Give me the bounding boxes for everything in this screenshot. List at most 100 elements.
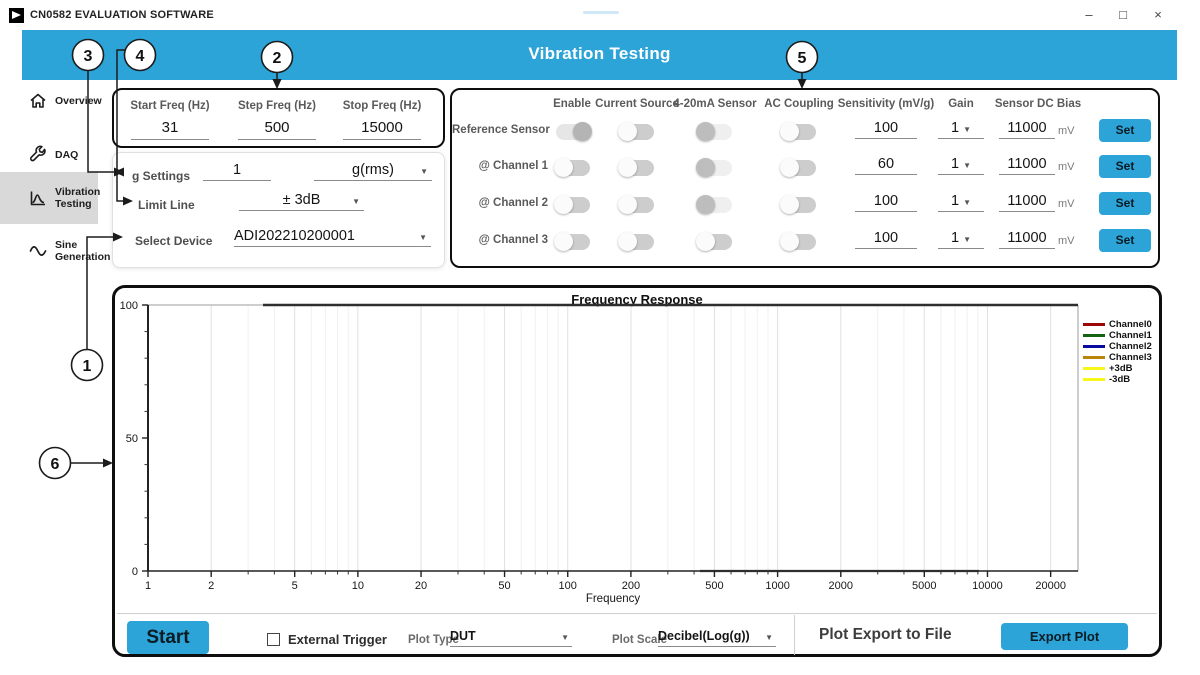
sidebar: Overview DAQ Vibration Testing Sine Gene… [0,80,110,675]
home-icon [28,91,48,111]
mv-unit: mV [1058,161,1075,173]
chart-legend: Channel0 Channel1 Channel2 Channel3 +3dB -3dB [1083,319,1152,385]
sensor-420ma-toggle[interactable] [696,232,732,251]
sensitivity-input[interactable]: 100 [855,193,917,212]
sidebar-item-label: Vibration Testing [55,186,101,210]
enable-toggle[interactable] [554,232,590,251]
gain-dropdown[interactable]: 1 ▼ [938,193,984,212]
gain-dropdown[interactable]: 1 ▼ [938,120,984,139]
limit-line-dropdown[interactable]: ± 3dB ▼ [239,192,364,211]
enable-toggle[interactable] [554,158,590,177]
chart-title: Frequency Response [571,292,703,307]
sensitivity-input[interactable]: 60 [855,156,917,175]
ac-coupling-toggle[interactable] [780,122,816,141]
current-source-toggle[interactable] [618,158,654,177]
enable-toggle[interactable] [554,195,590,214]
svg-text:Frequency: Frequency [586,593,641,605]
sidebar-item-vibration-testing[interactable]: Vibration Testing [0,172,101,224]
mv-unit: mV [1058,198,1075,210]
start-freq-label: Start Freq (Hz) [130,100,210,112]
stop-freq-input[interactable]: 15000 [343,119,421,140]
g-settings-label: g Settings [132,169,191,183]
sensor-420ma-toggle[interactable] [696,158,732,177]
toggle-knob [696,158,715,177]
ac-coupling-toggle[interactable] [780,195,816,214]
start-freq-input[interactable]: 31 [131,119,209,140]
bias-input[interactable]: 11000 [999,156,1055,175]
mv-unit: mV [1058,235,1075,247]
set-button[interactable]: Set [1099,119,1151,142]
frequency-sweep-panel: Start Freq (Hz) 31 Step Freq (Hz) 500 St… [112,88,445,148]
svg-text:500: 500 [705,580,723,592]
set-button[interactable]: Set [1099,229,1151,252]
toggle-knob [780,232,799,251]
minimize-button[interactable]: – [1085,7,1093,22]
step-freq-field: Step Freq (Hz) 500 [227,100,327,140]
channel-config-panel: Enable Current Source 4-20mA Sensor AC C… [450,88,1160,268]
legend-entry: Channel1 [1083,330,1152,341]
svg-text:1: 1 [145,580,151,592]
ac-coupling-header: AC Coupling [764,98,834,110]
maximize-button[interactable]: □ [1119,7,1127,22]
chevron-down-icon: ▼ [963,198,972,207]
chevron-down-icon: ▼ [419,233,427,242]
sidebar-item-sine-generation[interactable]: Sine Generation [0,228,110,274]
divider [117,613,1157,614]
select-device-label: Select Device [135,234,213,248]
start-freq-field: Start Freq (Hz) 31 [120,100,220,140]
svg-text:50: 50 [126,433,138,445]
chevron-down-icon: ▼ [765,633,773,642]
set-button[interactable]: Set [1099,192,1151,215]
legend-swatch [1083,323,1105,326]
current-source-toggle[interactable] [618,232,654,251]
plot-type-value: DUT [450,629,476,643]
sidebar-item-overview[interactable]: Overview [0,88,102,114]
svg-text:0: 0 [132,566,138,578]
g-settings-input[interactable]: 1 [203,162,271,181]
toggle-knob [554,195,573,214]
svg-text:50: 50 [498,580,510,592]
svg-text:2000: 2000 [829,580,853,592]
export-plot-button[interactable]: Export Plot [1001,623,1128,650]
enable-toggle[interactable] [556,122,592,141]
select-device-dropdown[interactable]: ADI202210200001 ▼ [234,228,431,247]
external-trigger-checkbox[interactable] [267,633,280,646]
bias-input[interactable]: 11000 [999,120,1055,139]
current-source-toggle[interactable] [618,122,654,141]
legend-label: +3dB [1109,363,1133,374]
channel-row-label: @ Channel 2 [478,197,548,209]
svg-text:200: 200 [622,580,640,592]
gain-value: 1 [950,156,960,172]
toggle-knob [696,195,715,214]
plot-scale-value: Decibel(Log(g)) [658,629,750,643]
ac-coupling-toggle[interactable] [780,158,816,177]
start-button[interactable]: Start [127,621,209,654]
legend-entry: Channel2 [1083,341,1152,352]
sensor-420ma-toggle[interactable] [696,122,732,141]
close-button[interactable]: × [1154,7,1162,22]
g-unit-dropdown[interactable]: g(rms) ▼ [314,162,432,181]
step-freq-label: Step Freq (Hz) [238,100,316,112]
toggle-knob [696,122,715,141]
svg-text:20000: 20000 [1035,580,1066,592]
gain-value: 1 [950,193,960,209]
step-freq-input[interactable]: 500 [238,119,316,140]
svg-text:100: 100 [120,300,138,312]
bias-input[interactable]: 11000 [999,193,1055,212]
plot-type-dropdown[interactable]: DUT ▼ [450,629,572,647]
wrench-icon [28,145,48,165]
legend-label: Channel0 [1109,319,1152,330]
gain-dropdown[interactable]: 1 ▼ [938,156,984,175]
sensitivity-input[interactable]: 100 [855,230,917,249]
ac-coupling-toggle[interactable] [780,232,816,251]
plot-scale-dropdown[interactable]: Decibel(Log(g)) ▼ [658,629,776,647]
sensitivity-input[interactable]: 100 [855,120,917,139]
plot-export-title: Plot Export to File [819,626,952,643]
sensor-420ma-toggle[interactable] [696,195,732,214]
sidebar-item-daq[interactable]: DAQ [0,142,98,168]
gain-dropdown[interactable]: 1 ▼ [938,230,984,249]
bias-input[interactable]: 11000 [999,230,1055,249]
set-button[interactable]: Set [1099,155,1151,178]
current-source-toggle[interactable] [618,195,654,214]
legend-swatch [1083,378,1105,381]
